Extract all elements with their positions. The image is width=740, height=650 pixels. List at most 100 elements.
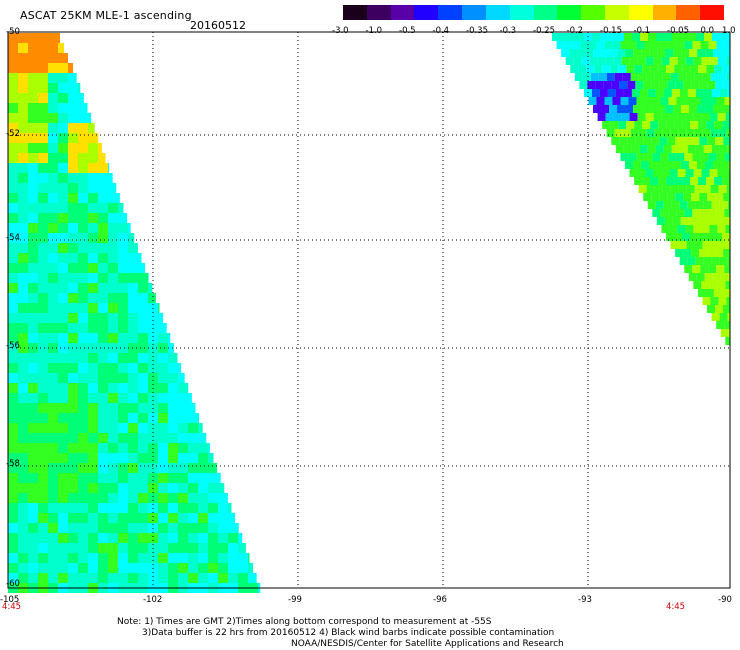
swath-cell	[158, 353, 168, 363]
swath-cell	[138, 283, 148, 293]
swath-cell	[108, 523, 118, 533]
swath-cell	[716, 265, 725, 273]
colorbar-segment	[557, 5, 582, 20]
swath-cell	[68, 383, 78, 393]
swath-cell	[694, 129, 703, 137]
swath-cell	[58, 353, 68, 363]
swath-cell	[661, 225, 670, 233]
swath-cell	[168, 553, 178, 563]
swath-cell	[631, 89, 640, 97]
swath-cell	[38, 503, 48, 513]
swath-cell	[666, 233, 674, 241]
swath-cell	[198, 453, 208, 463]
swath-cell	[88, 133, 98, 143]
swath-cell	[108, 573, 118, 583]
swath-cell	[8, 373, 18, 383]
swath-cell	[78, 353, 88, 363]
swath-cell	[18, 163, 28, 173]
swath-cell	[18, 513, 28, 523]
swath-cell	[48, 323, 58, 333]
swath-cell	[158, 493, 168, 503]
swath-cell	[609, 105, 618, 113]
swath-cell	[148, 533, 158, 543]
swath-cell	[78, 223, 88, 233]
swath-cell	[8, 163, 18, 173]
swath-cell	[683, 81, 692, 89]
swath-cell	[678, 241, 687, 249]
swath-cell	[58, 263, 68, 273]
swath-cell	[28, 283, 38, 293]
swath-cell	[8, 103, 18, 113]
swath-cell	[8, 33, 18, 43]
swath-cell	[198, 423, 203, 433]
swath-cell	[617, 105, 626, 113]
swath-cell	[725, 113, 730, 121]
swath-cell	[58, 423, 68, 433]
swath-cell	[108, 463, 118, 473]
swath-cell	[665, 49, 674, 57]
swath-cell	[178, 563, 188, 573]
swath-cell	[18, 543, 28, 553]
x-tick-label: -93	[578, 595, 592, 605]
swath-cell	[48, 483, 58, 493]
swath-cell	[715, 137, 724, 145]
swath-cell	[716, 209, 725, 217]
swath-cell	[8, 503, 18, 513]
swath-cell	[68, 143, 78, 153]
swath-cell	[68, 123, 78, 133]
swath-cell	[138, 483, 148, 493]
swath-cell	[608, 33, 616, 41]
swath-cell	[648, 33, 656, 41]
swath-cell	[18, 153, 28, 163]
swath-cell	[98, 473, 108, 483]
swath-cell	[118, 493, 128, 503]
swath-cell	[710, 241, 719, 249]
swath-cell	[58, 513, 68, 523]
swath-cell	[48, 313, 58, 323]
swath-cell	[158, 423, 168, 433]
swath-cell	[118, 423, 128, 433]
colorbar	[343, 5, 724, 20]
swath-cell	[68, 393, 78, 403]
swath-cell	[642, 121, 651, 129]
swath-cell	[716, 97, 725, 105]
swath-cell	[18, 113, 28, 123]
swath-cell	[98, 193, 108, 203]
swath-cell	[28, 33, 38, 43]
swath-cell	[682, 177, 691, 185]
swath-cell	[622, 73, 631, 81]
swath-cell	[715, 249, 724, 257]
swath-cell	[711, 145, 720, 153]
swath-cell	[138, 293, 148, 303]
swath-cell	[48, 163, 58, 173]
colorbar-segment	[581, 5, 605, 20]
swath-cell	[78, 243, 88, 253]
swath-cell	[615, 89, 624, 97]
swath-cell	[28, 153, 38, 163]
swath-cell	[68, 213, 78, 223]
swath-cell	[684, 153, 693, 161]
swath-cell	[38, 423, 48, 433]
swath-cell	[680, 33, 688, 41]
swath-cell	[710, 185, 719, 193]
swath-cell	[38, 153, 48, 163]
swath-cell	[58, 453, 68, 463]
swath-cell	[38, 393, 48, 403]
swath-cell	[28, 193, 38, 203]
swath-cell	[238, 523, 239, 533]
swath-cell	[690, 233, 698, 241]
swath-cell	[18, 373, 28, 383]
swath-cell	[58, 253, 68, 263]
swath-cell	[601, 105, 610, 113]
swath-cell	[613, 57, 622, 65]
time-label-left: 4:45	[2, 602, 22, 612]
swath-cell	[8, 133, 18, 143]
swath-cell	[28, 223, 38, 233]
swath-cell	[727, 313, 730, 321]
swath-cell	[138, 463, 148, 473]
swath-cell	[28, 293, 38, 303]
swath-cell	[651, 137, 660, 145]
swath-cell	[188, 453, 198, 463]
swath-cell	[28, 433, 38, 443]
swath-cell	[28, 103, 38, 113]
